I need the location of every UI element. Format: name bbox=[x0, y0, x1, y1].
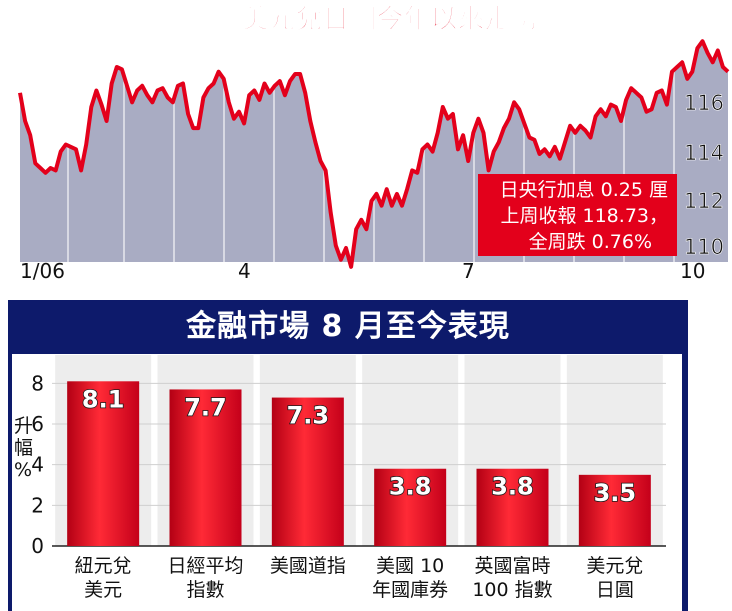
bar-y-axis-label-char: 升 bbox=[14, 415, 33, 437]
bar-y-axis-label: 升幅% bbox=[14, 415, 33, 481]
bar-y-tick-label: 6 bbox=[31, 412, 44, 436]
top-y-tick-label: 116 bbox=[684, 91, 724, 115]
annotation-line-2: 上周收報 118.73， bbox=[500, 205, 668, 227]
top-y-tick-labels: 116 114 112 110 bbox=[684, 91, 725, 260]
bar-category-label: 日經平均 bbox=[167, 555, 243, 577]
bar-category-label: 英國富時 bbox=[474, 555, 550, 577]
bar-category-label: 美國道指 bbox=[270, 555, 346, 577]
bar bbox=[374, 468, 447, 546]
bar-panel-header: 金融市場 8 月至今表現 bbox=[8, 300, 688, 354]
bar-y-tick-label: 2 bbox=[31, 493, 44, 517]
bar-value-label: 8.1 bbox=[82, 385, 125, 413]
top-chart-title: 美元兌日圓今年以來走勢 bbox=[242, 3, 539, 35]
top-series-line bbox=[18, 39, 730, 269]
bar bbox=[67, 381, 140, 546]
annotation-background bbox=[478, 174, 677, 256]
bar-y-axis-label-text: 升幅% bbox=[14, 415, 33, 481]
bar-value-label: 3.5 bbox=[594, 479, 637, 507]
top-x-tick-label: 7 bbox=[462, 259, 475, 283]
bar-y-tick-label: 8 bbox=[31, 371, 44, 395]
bar-category-label: 紐元兌 bbox=[75, 555, 132, 577]
annotation-line-3: 全周跌 0.76% bbox=[529, 231, 652, 253]
usd-jpy-area-chart: 美元兌日圓今年以來走勢 116 114 112 110 1/06 4 7 10 日央行加息 … bbox=[0, 0, 732, 300]
bar-category-label: 指數 bbox=[186, 579, 224, 601]
bar-y-axis-label-char: 幅 bbox=[14, 437, 33, 459]
bar-y-axis-label-char: % bbox=[14, 459, 32, 481]
bar bbox=[578, 474, 651, 546]
bar-marks bbox=[67, 381, 651, 546]
bar-category-label: 年國庫券 bbox=[372, 579, 448, 601]
top-x-tick-labels: 1/06 4 7 10 bbox=[20, 259, 705, 283]
bar bbox=[476, 468, 549, 546]
bar-category-label: 100 指數 bbox=[472, 579, 552, 601]
bar-value-label: 3.8 bbox=[389, 473, 432, 501]
annotation-box: 日央行加息 0.25 厘 上周收報 118.73， 全周跌 0.76% bbox=[478, 174, 677, 256]
bar-grid bbox=[52, 382, 666, 506]
bar-category-label: 美元 bbox=[84, 579, 122, 601]
bar-category-label: 日圓 bbox=[596, 579, 634, 601]
bar-value-label: 7.7 bbox=[184, 393, 227, 421]
bar-y-tick-label: 4 bbox=[31, 453, 44, 477]
top-x-tick-label: 10 bbox=[680, 259, 705, 283]
bar-category-label: 美元兌 bbox=[586, 555, 643, 577]
bar bbox=[271, 397, 344, 546]
bar-value-label: 3.8 bbox=[491, 473, 534, 501]
annotation-line-1: 日央行加息 0.25 厘 bbox=[500, 179, 668, 201]
bar-y-tick-label: 0 bbox=[31, 534, 44, 558]
bar-y-tick-labels: 0 2 4 6 8 bbox=[31, 371, 44, 558]
bar-chart-title: 金融市場 8 月至今表現 bbox=[186, 309, 510, 344]
bar-category-label: 美國 10 bbox=[376, 555, 444, 577]
bar-value-labels: 8.1 7.7 7.3 3.8 3.8 3.5 bbox=[81, 384, 637, 507]
bar bbox=[169, 389, 242, 546]
top-x-tick-label: 4 bbox=[238, 259, 251, 283]
top-x-tick-label: 1/06 bbox=[20, 259, 65, 283]
top-y-tick-label: 110 bbox=[684, 235, 724, 259]
top-y-tick-label: 114 bbox=[684, 141, 724, 165]
bar-value-label: 7.3 bbox=[287, 402, 330, 430]
top-y-tick-label: 112 bbox=[684, 189, 724, 213]
